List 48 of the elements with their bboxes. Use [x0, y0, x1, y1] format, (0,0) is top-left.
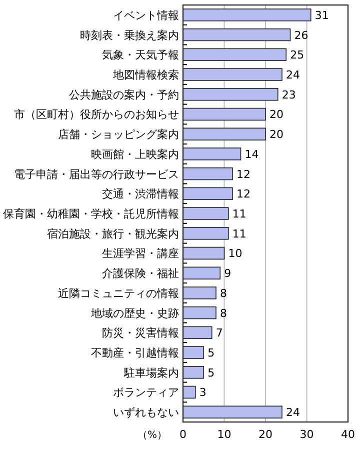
y-tick-label: 不動産・引越情報 — [91, 346, 179, 360]
data-label: 31 — [314, 8, 329, 22]
data-label: 11 — [232, 227, 246, 240]
y-tick-label: 交通・渋滞情報 — [102, 188, 179, 201]
x-axis-title: （%） — [137, 430, 167, 441]
data-label: 3 — [199, 386, 206, 400]
y-tick-label: 店舗・ショッピング案内 — [58, 128, 179, 142]
y-tick-label: ボランティア — [113, 386, 179, 400]
y-tick-label: 防災・災害情報 — [102, 326, 179, 340]
data-label: 12 — [236, 168, 250, 181]
y-tick-label: 市（区町村）役所からのお知らせ — [14, 108, 179, 122]
x-tick-label: 0 — [180, 428, 186, 441]
data-label: 8 — [220, 306, 227, 320]
x-tick-label: 30 — [300, 428, 314, 441]
data-label: 7 — [216, 326, 223, 340]
y-tick-label: 宿泊施設・旅行・観光案内 — [47, 227, 179, 240]
x-tick-label: 40 — [341, 428, 355, 441]
y-tick-label: イベント情報 — [113, 8, 179, 22]
y-tick-label: 地域の歴史・史跡 — [90, 306, 179, 320]
y-tick-label: いずれもない — [113, 406, 179, 420]
y-tick-label: 介護保険・福祉 — [102, 267, 179, 280]
y-tick-label: 近隣コミュニティの情報 — [58, 286, 179, 300]
data-label: 23 — [282, 88, 296, 102]
data-label: 20 — [270, 108, 284, 122]
data-label: 5 — [208, 346, 215, 360]
data-label: 8 — [220, 286, 227, 300]
y-tick-label: 電子申請・届出等の行政サービス — [14, 168, 179, 181]
x-tick-label: 20 — [258, 428, 272, 441]
y-tick-label: 映画館・上映案内 — [91, 148, 179, 161]
data-label: 26 — [294, 28, 308, 42]
data-label: 24 — [286, 406, 300, 420]
y-tick-label: 地図情報検索 — [112, 68, 179, 82]
data-label: 9 — [224, 267, 232, 280]
y-tick-label: 保育園・幼稚園・学校・託児所情報 — [3, 208, 179, 220]
data-label: 24 — [286, 68, 300, 82]
data-label: 5 — [208, 366, 215, 380]
data-label: 12 — [236, 188, 250, 201]
data-label: 20 — [270, 128, 284, 142]
data-label: 25 — [290, 48, 304, 62]
data-label: 11 — [232, 208, 246, 220]
y-tick-label: 公共施設の案内・予約 — [69, 88, 179, 102]
y-tick-label: 時刻表・乗換え案内 — [80, 28, 179, 42]
data-label: 10 — [228, 247, 242, 260]
data-label: 14 — [244, 148, 259, 161]
y-tick-label: 生涯学習・講座 — [102, 247, 179, 260]
y-tick-label: 駐車場案内 — [123, 366, 179, 380]
y-tick-label: 気象・天気予報 — [102, 48, 179, 62]
x-tick-label: 10 — [217, 428, 232, 441]
